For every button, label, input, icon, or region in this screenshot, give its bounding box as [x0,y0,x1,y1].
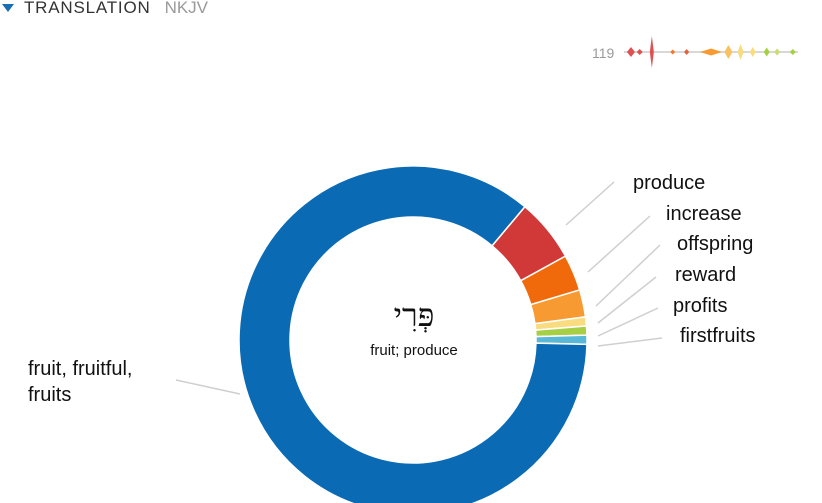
leader-line [587,215,651,273]
occurrence-count: 119 [592,45,615,61]
slice-label[interactable]: fruit, fruitful, fruits [28,358,133,406]
sparkline-mark [789,49,796,55]
slice-label[interactable]: profits [673,295,728,317]
slice-label[interactable]: reward [675,264,737,286]
leader-line [565,181,615,226]
hebrew-word: פְּרִי [393,296,435,334]
slice-label[interactable]: increase [666,203,742,225]
translation-version: NKJV [164,0,209,17]
sparkline-mark [749,47,756,57]
collapse-triangle-icon[interactable] [2,4,14,12]
leader-line [175,379,241,395]
sparkline-mark [774,48,781,56]
sparkline-mark [700,48,722,56]
sparkline-mark [684,49,690,55]
sparkline-mark [636,49,643,55]
sparkline-mark [737,44,744,60]
sparkline-mark [763,47,770,57]
leader-line [595,244,661,307]
sparkline-mark [649,36,654,68]
slice-label[interactable]: firstfruits [680,325,756,347]
section-title: TRANSLATION [24,0,151,17]
sparkline-mark [626,47,635,57]
slice-label[interactable]: offspring [677,233,754,255]
word-gloss: fruit; produce [370,342,458,359]
sparkline-mark [670,49,676,55]
leader-line [597,276,657,324]
distribution-sparkline[interactable] [620,36,802,72]
slice-label[interactable]: produce [633,172,706,194]
leader-line [597,307,659,337]
sparkline-mark [724,45,733,59]
leader-line [597,337,663,347]
translation-section-header[interactable]: TRANSLATION NKJV [0,0,208,20]
donut-slice[interactable] [238,165,588,503]
